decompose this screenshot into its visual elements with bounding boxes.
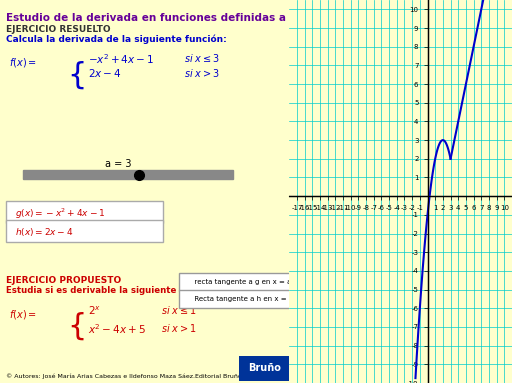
Text: EJERCICIO PROPUESTO: EJERCICIO PROPUESTO (6, 276, 121, 285)
Text: $si\ x > 3$: $si\ x > 3$ (184, 67, 220, 79)
Text: $-x^2 + 4x - 1$: $-x^2 + 4x - 1$ (88, 52, 154, 65)
Text: $si\ x > 1$: $si\ x > 1$ (161, 322, 197, 334)
Text: Bruño: Bruño (248, 363, 281, 373)
Text: Estudio de la derivada en funciones definidas a trozos: Estudio de la derivada en funciones defi… (6, 13, 326, 23)
FancyBboxPatch shape (6, 220, 163, 242)
FancyBboxPatch shape (6, 201, 163, 223)
FancyBboxPatch shape (180, 273, 290, 291)
Bar (24, 170, 233, 179)
Text: $h(x) = 2x - 4$: $h(x) = 2x - 4$ (14, 226, 73, 238)
Text: Estudia si es derivable la siguiente función en x = 1: Estudia si es derivable la siguiente fun… (6, 285, 258, 295)
Text: $2x - 4$: $2x - 4$ (88, 67, 121, 79)
Text: Recta tangente a h en x = a: Recta tangente a h en x = a (189, 296, 293, 302)
Text: $si\ x \leq 1$: $si\ x \leq 1$ (161, 304, 197, 316)
Text: $\{$: $\{$ (67, 310, 84, 342)
Text: $x^2 - 4x + 5$: $x^2 - 4x + 5$ (88, 322, 145, 336)
Text: $f(x) =$: $f(x) =$ (9, 308, 36, 321)
Text: $g(x) = -x^2 + 4x - 1$: $g(x) = -x^2 + 4x - 1$ (14, 207, 105, 221)
Text: $\{$: $\{$ (67, 59, 84, 91)
Text: $f(x) =$: $f(x) =$ (9, 56, 36, 69)
Bar (239, 356, 289, 381)
Text: Calcula la derivada de la siguiente función:: Calcula la derivada de la siguiente func… (6, 34, 227, 44)
Text: $si\ x \leq 3$: $si\ x \leq 3$ (184, 52, 220, 64)
Text: $2^x$: $2^x$ (88, 304, 101, 317)
Text: EJERCICIO RESUELTO: EJERCICIO RESUELTO (6, 25, 111, 34)
Text: a = 3: a = 3 (105, 159, 132, 169)
FancyBboxPatch shape (180, 290, 290, 308)
Text: © Autores: José María Arias Cabezas e Ildefonso Maza Sáez.Editorial Bruño, S. L.: © Autores: José María Arias Cabezas e Il… (6, 373, 259, 379)
Text: recta tangente a g en x = a: recta tangente a g en x = a (189, 278, 291, 285)
